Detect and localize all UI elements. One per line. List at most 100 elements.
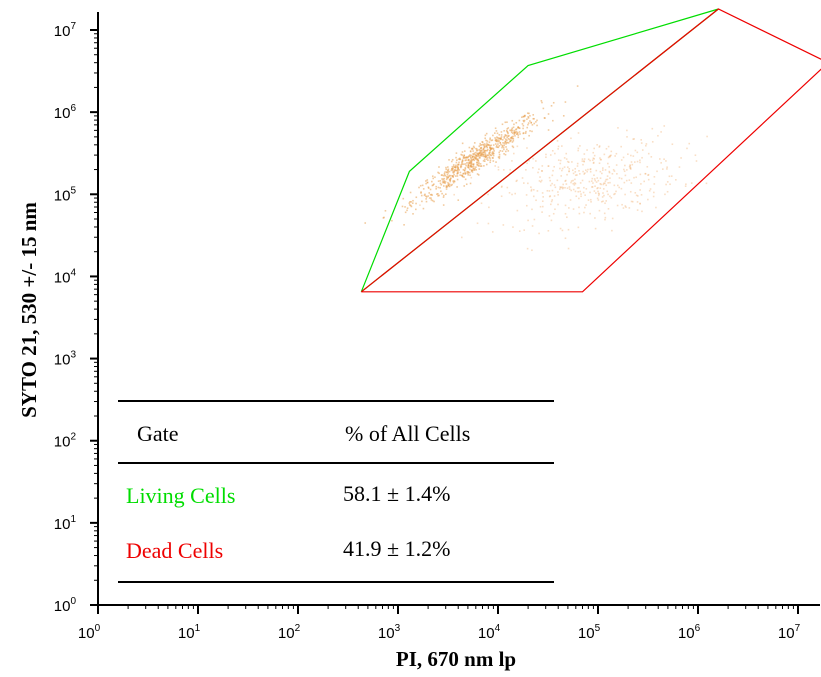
scatter-point (635, 194, 638, 197)
scatter-point (489, 150, 491, 152)
scatter-point (585, 188, 588, 190)
scatter-point (504, 141, 507, 143)
y-tick-label: 100 (54, 596, 77, 615)
scatter-point (578, 187, 580, 189)
scatter-point (437, 186, 440, 189)
y-tick-label: 105 (54, 185, 77, 204)
scatter-point (666, 190, 669, 193)
scatter-point (491, 231, 494, 233)
scatter-point (626, 169, 628, 171)
scatter-point (425, 200, 428, 203)
scatter-point (645, 143, 648, 145)
scatter-point (598, 162, 601, 165)
scatter-point (437, 194, 439, 197)
scatter-point (448, 183, 451, 186)
scatter-point (609, 181, 611, 184)
scatter-point (467, 164, 470, 167)
scatter-point (640, 139, 642, 141)
scatter-point (480, 165, 483, 167)
scatter-point (572, 182, 574, 185)
scatter-point (596, 187, 598, 190)
y-tick-label: 107 (54, 21, 77, 40)
scatter-point (705, 182, 708, 185)
scatter-point (656, 170, 658, 173)
scatter-point (532, 166, 534, 169)
scatter-point (445, 166, 447, 169)
scatter-point (494, 132, 496, 134)
scatter-point (550, 104, 553, 107)
scatter-point (593, 158, 595, 160)
scatter-point (589, 170, 592, 173)
scatter-point (657, 134, 659, 137)
scatter-point (412, 213, 414, 215)
scatter-point (499, 141, 501, 144)
scatter-point (496, 132, 499, 135)
scatter-point (492, 153, 494, 156)
scatter-point (463, 185, 466, 187)
scatter-point (610, 154, 612, 157)
scatter-point (499, 137, 502, 140)
scatter-point (467, 159, 470, 161)
scatter-point (567, 247, 570, 250)
scatter-point (591, 177, 594, 180)
scatter-point (443, 172, 446, 175)
scatter-point (521, 123, 524, 125)
scatter-point (472, 150, 474, 152)
scatter-point (675, 179, 677, 181)
scatter-point (567, 161, 570, 164)
scatter-point (633, 176, 635, 179)
scatter-point (428, 197, 431, 199)
scatter-point (583, 160, 585, 163)
scatter-point (559, 186, 561, 188)
scatter-point (533, 117, 535, 120)
table-row-gate-living: Living Cells (126, 483, 235, 508)
scatter-point (455, 164, 457, 167)
scatter-point (666, 181, 669, 183)
scatter-point (449, 180, 452, 183)
scatter-point (511, 160, 513, 162)
scatter-point (589, 212, 591, 215)
scatter-point (593, 174, 595, 177)
scatter-point (420, 192, 422, 194)
scatter-point (455, 161, 458, 164)
scatter-point (671, 143, 674, 146)
scatter-point (437, 171, 439, 174)
scatter-point (575, 195, 578, 198)
scatter-point (425, 180, 427, 182)
scatter-point (494, 137, 496, 139)
scatter-point (505, 134, 508, 137)
scatter-point (640, 142, 643, 144)
scatter-point (439, 182, 442, 185)
scatter-point (478, 155, 481, 157)
scatter-point (565, 152, 568, 155)
scatter-point (603, 153, 606, 156)
scatter-point (419, 204, 421, 206)
scatter-point (639, 173, 642, 176)
scatter-point (415, 196, 418, 199)
scatter-point (531, 130, 533, 133)
scatter-point (564, 237, 567, 240)
scatter-point (460, 164, 462, 166)
scatter-point (483, 149, 486, 152)
scatter-point (609, 177, 611, 179)
scatter-point (500, 186, 503, 188)
scatter-point (454, 169, 456, 171)
scatter-point (470, 157, 472, 160)
scatter-point (507, 142, 510, 144)
scatter-point (491, 157, 494, 159)
scatter-point (484, 137, 486, 140)
table-row-pct-dead: 41.9 ± 1.2% (343, 536, 450, 561)
scatter-point (498, 140, 501, 142)
y-tick-label: 106 (54, 103, 77, 122)
scatter-point (512, 138, 515, 140)
scatter-point (606, 175, 609, 177)
scatter-point (442, 180, 444, 182)
scatter-point (570, 137, 572, 140)
scatter-point (559, 167, 561, 170)
scatter-point (579, 190, 582, 193)
scatter-point (509, 140, 512, 142)
scatter-point (604, 180, 607, 183)
scatter-point (531, 249, 533, 252)
table-row-pct-living: 58.1 ± 1.4% (343, 481, 450, 506)
scatter-point (586, 170, 588, 173)
